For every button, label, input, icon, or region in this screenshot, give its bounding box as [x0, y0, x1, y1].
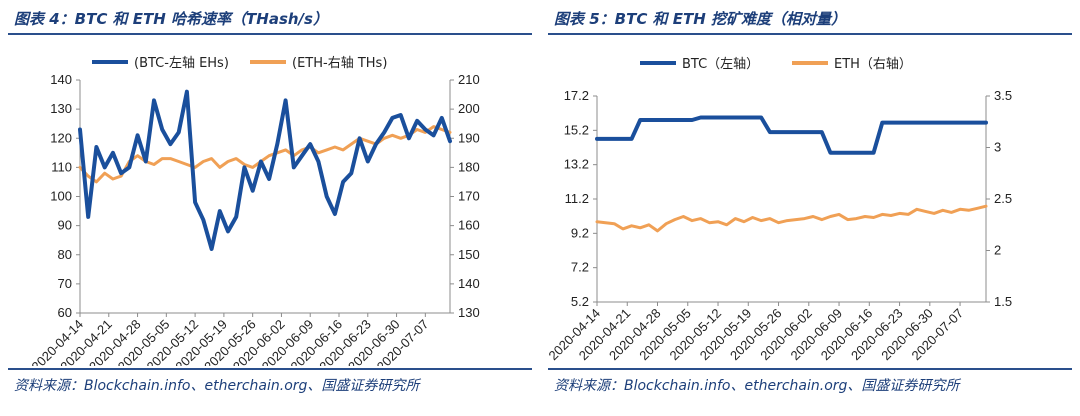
- btc-series-line: [78, 89, 452, 251]
- eth-series-line: [595, 204, 988, 233]
- hash-rate-chart: 60 70 80 90 100 110 120 130 140 130 140 150 160 170 18…: [28, 56, 480, 366]
- right-y-tick-label: 200: [458, 101, 480, 116]
- left-y-tick-label: 5.2: [571, 294, 589, 309]
- legend-label-eth: ETH（右轴）: [834, 57, 912, 72]
- mining-difficulty-chart: 5.27.29.211.213.215.217.21.522.533.52020…: [545, 57, 1012, 363]
- left-y-tick-label: 130: [50, 101, 72, 116]
- left-y-tick-label: 13.2: [564, 157, 589, 172]
- left-y-tick-label: 7.2: [571, 260, 589, 275]
- left-y-tick-label: 110: [51, 159, 72, 174]
- right-y-tick-label: 1.5: [994, 294, 1012, 309]
- figure-4-source: 资料来源：Blockchain.info、etherchain.org、国盛证券…: [14, 378, 420, 394]
- right-y-tick-label: 2.5: [994, 191, 1012, 206]
- right-y-tick-label: 130: [458, 305, 480, 320]
- left-y-tick-label: 11.2: [565, 191, 589, 206]
- figure-5-source: 资料来源：Blockchain.info、etherchain.org、国盛证券…: [554, 378, 960, 394]
- right-y-tick-label: 170: [458, 189, 480, 204]
- right-y-tick-label: 3.5: [994, 88, 1012, 103]
- right-y-tick-label: 160: [458, 218, 480, 233]
- figure-4-source-rule: [8, 368, 532, 370]
- figure-4-panel: 图表 4：BTC 和 ETH 哈希速率（THash/s） 60 70 80 90 100…: [8, 10, 532, 394]
- left-y-tick-label: 70: [58, 276, 72, 291]
- figure-5-panel: 图表 5：BTC 和 ETH 挖矿难度（相对量） 5.2 7.2 9.2 11.2 13…: [540, 0, 1080, 416]
- figure-5-source-rule: [548, 368, 1072, 370]
- left-y-tick-label: 17.2: [564, 88, 589, 103]
- figure-4-title-rule: [8, 33, 532, 35]
- left-y-tick-label: 9.2: [571, 225, 589, 240]
- eth-series-line: [78, 125, 452, 184]
- right-y-tick-label: 3: [994, 140, 1001, 155]
- legend-label-eth: (ETH-右轴 THs): [292, 56, 387, 71]
- right-y-tick-label: 190: [458, 130, 480, 145]
- right-y-tick-label: 150: [458, 247, 480, 262]
- btc-series-line: [595, 115, 988, 155]
- figure-5-title-rule: [548, 33, 1072, 35]
- left-y-tick-label: 60: [58, 305, 72, 320]
- legend-label-btc: (BTC-左轴 EHs): [134, 56, 229, 71]
- right-y-tick-label: 180: [458, 159, 480, 174]
- legend-label-btc: BTC（左轴）: [682, 57, 759, 72]
- figure-4-title: 图表 4：BTC 和 ETH 哈希速率（THash/s）: [14, 10, 328, 28]
- left-y-tick-label: 90: [58, 218, 72, 233]
- left-y-tick-label: 80: [58, 247, 72, 262]
- right-y-tick-label: 140: [458, 276, 480, 291]
- left-y-tick-label: 15.2: [564, 122, 589, 137]
- left-y-tick-label: 120: [50, 130, 72, 145]
- left-y-tick-label: 100: [50, 189, 72, 204]
- figure-5-title: 图表 5：BTC 和 ETH 挖矿难度（相对量）: [554, 10, 847, 28]
- right-y-tick-label: 210: [458, 72, 480, 87]
- right-y-tick-label: 2: [994, 243, 1001, 258]
- left-y-tick-label: 140: [50, 72, 72, 87]
